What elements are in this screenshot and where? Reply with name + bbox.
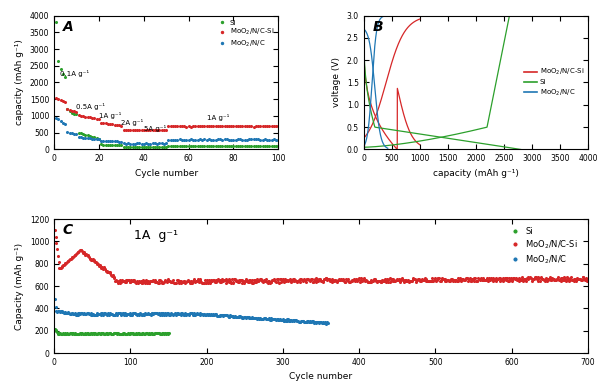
- Legend: MoO$_2$/N/C-Si, Si, MoO$_2$/N/C: MoO$_2$/N/C-Si, Si, MoO$_2$/N/C: [523, 66, 584, 99]
- Y-axis label: capacity (mAh g⁻¹): capacity (mAh g⁻¹): [15, 40, 24, 125]
- X-axis label: Cycle number: Cycle number: [134, 169, 198, 178]
- X-axis label: Cycle number: Cycle number: [289, 372, 353, 381]
- Text: A: A: [63, 19, 74, 33]
- Y-axis label: Capacity (mAh g⁻¹): Capacity (mAh g⁻¹): [15, 242, 24, 330]
- Legend: Si, MoO$_2$/N/C-Si, MoO$_2$/N/C: Si, MoO$_2$/N/C-Si, MoO$_2$/N/C: [506, 226, 578, 267]
- Text: 5A g⁻¹: 5A g⁻¹: [144, 125, 166, 132]
- Text: C: C: [62, 223, 72, 237]
- Legend: Si, MoO$_2$/N/C-Si, MoO$_2$/N/C: Si, MoO$_2$/N/C-Si, MoO$_2$/N/C: [215, 19, 275, 50]
- Text: 2A g⁻¹: 2A g⁻¹: [121, 119, 143, 126]
- Text: 1A g⁻¹: 1A g⁻¹: [99, 112, 121, 119]
- Text: 1A g⁻¹: 1A g⁻¹: [206, 114, 229, 121]
- Text: 0.1A g⁻¹: 0.1A g⁻¹: [59, 70, 89, 77]
- Text: 1A  g⁻¹: 1A g⁻¹: [134, 229, 178, 242]
- X-axis label: capacity (mAh g⁻¹): capacity (mAh g⁻¹): [433, 169, 519, 178]
- Text: B: B: [373, 19, 383, 33]
- Text: 0.5A g⁻¹: 0.5A g⁻¹: [76, 103, 106, 110]
- Y-axis label: voltage (V): voltage (V): [332, 57, 341, 107]
